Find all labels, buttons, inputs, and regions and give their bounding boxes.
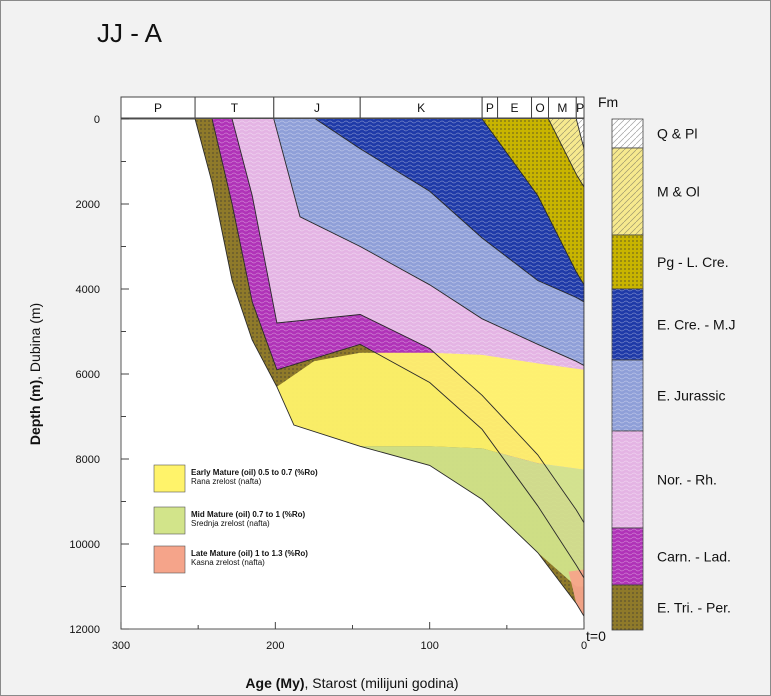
formation-label-6: Carn. - Lad. [657,549,731,565]
formation-texture-0 [612,119,643,148]
formation-texture-3 [612,289,643,360]
y-tick-label-10000: 10000 [69,539,100,551]
period-cell-8 [575,96,585,119]
period-label-0: P [154,101,162,115]
formation-label-4: E. Jurassic [657,388,725,404]
y-tick-label-4000: 4000 [76,284,100,296]
y-tick-label-6000: 6000 [76,369,100,381]
layer-e-cre-m-j-texture [315,119,584,302]
x-tick-label-300: 300 [112,640,130,652]
x-tick-label-0: 0 [581,640,587,652]
formation-label-1: M & Ol [657,184,700,200]
zone-late-mature-oil [568,569,584,617]
formation-texture-4 [612,360,643,431]
period-label-3: K [417,101,425,115]
period-label-8: P [576,101,584,115]
curve-pg-l-cre [481,119,584,286]
layer-pg-l-cre-texture [482,119,584,285]
x-axis-title-bold: Age (My) [245,675,304,691]
curve-carn-lad [211,119,584,579]
formation-label-0: Q & Pl [657,126,697,142]
maturity-legend: Early Mature (oil) 0.5 to 0.7 (%Ro)Rana … [153,464,318,574]
present-label: t=0 [586,628,606,644]
maturity-zones [276,352,584,617]
period-label-4: P [486,101,494,115]
y-axis-title-rest: , Dubina (m) [27,303,43,380]
maturity-swatch-0 [153,464,186,493]
period-label-2: J [314,101,320,115]
period-label-6: O [535,101,544,115]
chart-title: JJ - A [97,18,163,48]
formation-texture-7 [612,585,643,630]
zone-early-mature-oil [276,352,584,470]
layer-e-jurassic-texture [273,119,584,366]
y-axis-title-bold: Depth (m) [27,380,43,445]
formation-texture-1 [612,148,643,235]
curve-e-tri-per [194,119,584,617]
maturity-label-0: Early Mature (oil) 0.5 to 0.7 (%Ro) [191,468,318,477]
maturity-label-1: Mid Mature (oil) 0.7 to 1 (%Ro) [191,510,306,519]
formation-label-7: E. Tri. - Per. [657,600,731,616]
curve-e-jurassic [273,119,584,366]
curve-m-ol [548,119,584,188]
formation-label-2: Pg - L. Cre. [657,254,729,270]
x-axis-title: Age (My), Starost (milijuni godina) [245,675,458,691]
y-tick-label-8000: 8000 [76,454,100,466]
maturity-swatch-2 [153,545,186,574]
curve-e-cre-m-j [315,119,584,303]
formation-label-3: E. Cre. - M.J [657,317,736,333]
maturity-sublabel-0: Rana zrelost (nafta) [191,477,262,486]
maturity-sublabel-1: Srednja zrelost (nafta) [191,519,270,528]
zone-mid-mature-oil [360,446,584,587]
formation-texture-5 [612,431,643,528]
period-label-7: M [557,101,567,115]
curve-q-pl [575,119,584,149]
formation-legend: Q & Pl M & Ol Pg - L. Cre. E. Cre. - M.J E. … [611,118,736,631]
maturity-sublabel-2: Kasna zrelost (nafta) [191,558,265,567]
y-axis: 0 2000 4000 6000 8000 10000 12000 [69,114,129,636]
x-axis: 300 200 100 0 [112,622,587,652]
y-axis-title: Depth (m), Dubina (m) [27,303,43,445]
maturity-swatch-1 [153,506,186,535]
layer-nor-rh-texture [232,119,584,523]
formation-legend-title: Fm [598,94,618,110]
burial-curves [194,119,584,629]
formation-label-5: Nor. - Rh. [657,472,717,488]
layer-carn-lad-texture [212,119,584,578]
period-label-1: T [231,101,239,115]
formation-texture-6 [612,528,643,585]
x-axis-title-rest: , Starost (milijuni godina) [305,675,459,691]
x-tick-label-100: 100 [420,640,438,652]
y-tick-label-12000: 12000 [69,624,100,636]
period-label-5: E [511,101,519,115]
formation-texture-2 [612,235,643,289]
maturity-label-2: Late Mature (oil) 1 to 1.3 (%Ro) [191,549,308,558]
y-tick-label-0: 0 [94,114,100,126]
y-tick-label-2000: 2000 [76,199,100,211]
curve-nor-rh [231,119,584,524]
x-tick-label-200: 200 [266,640,284,652]
